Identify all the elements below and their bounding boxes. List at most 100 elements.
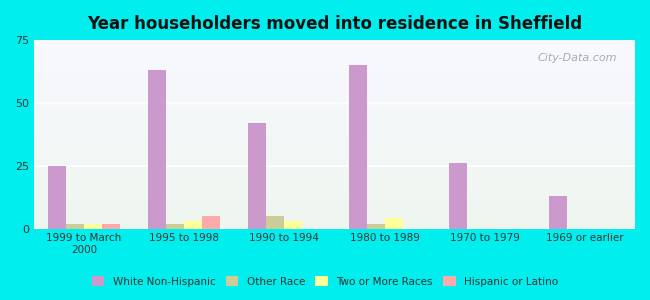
Bar [34, 116, 635, 117]
Bar [34, 193, 635, 195]
Bar [549, 196, 567, 229]
Bar [34, 78, 635, 80]
Bar [34, 157, 635, 159]
Bar [34, 168, 635, 170]
Bar [34, 208, 635, 210]
Bar [285, 221, 302, 229]
Bar [34, 121, 635, 123]
Bar [34, 176, 635, 178]
Bar [34, 153, 635, 155]
Bar [34, 149, 635, 151]
Bar [34, 219, 635, 221]
Bar [34, 144, 635, 146]
Bar [34, 189, 635, 191]
Bar [34, 59, 635, 61]
Bar [34, 74, 635, 76]
Bar [34, 151, 635, 153]
Bar [34, 48, 635, 50]
Bar [34, 227, 635, 229]
Bar [34, 223, 635, 225]
Bar [34, 85, 635, 87]
Bar [34, 72, 635, 74]
Bar [34, 67, 635, 68]
Bar [34, 217, 635, 219]
Bar [448, 163, 467, 229]
Bar [34, 63, 635, 64]
Bar [34, 132, 635, 134]
Bar [34, 55, 635, 57]
Bar [34, 140, 635, 142]
Bar [34, 98, 635, 101]
Bar [34, 89, 635, 91]
Bar [34, 53, 635, 55]
Bar [34, 198, 635, 200]
Bar [34, 100, 635, 102]
Bar [184, 221, 202, 229]
Bar [34, 46, 635, 48]
Bar [34, 117, 635, 119]
Bar [34, 130, 635, 132]
Title: Year householders moved into residence in Sheffield: Year householders moved into residence i… [87, 15, 582, 33]
Bar [34, 106, 635, 108]
Bar [34, 125, 635, 127]
Bar [348, 65, 367, 229]
Bar [34, 76, 635, 78]
Bar [166, 224, 184, 229]
Bar [34, 102, 635, 104]
Bar [34, 167, 635, 168]
Bar [34, 138, 635, 140]
Bar [34, 148, 635, 149]
Bar [34, 93, 635, 95]
Bar [34, 195, 635, 197]
Bar [48, 166, 66, 229]
Bar [34, 68, 635, 70]
Bar [34, 159, 635, 161]
Bar [34, 179, 635, 182]
Bar [34, 64, 635, 67]
Bar [34, 61, 635, 63]
Bar [34, 51, 635, 53]
Bar [34, 83, 635, 85]
Bar [34, 108, 635, 110]
Bar [34, 82, 635, 83]
Bar [34, 187, 635, 189]
Bar [66, 224, 84, 229]
Text: City-Data.com: City-Data.com [538, 53, 617, 63]
Bar [34, 42, 635, 44]
Bar [34, 161, 635, 163]
Bar [34, 212, 635, 214]
Bar [84, 224, 102, 229]
Bar [34, 163, 635, 164]
Bar [34, 200, 635, 202]
Bar [34, 146, 635, 148]
Bar [34, 95, 635, 97]
Bar [34, 174, 635, 176]
Bar [34, 40, 635, 42]
Bar [34, 215, 635, 217]
Bar [202, 216, 220, 229]
Bar [34, 185, 635, 187]
Bar [34, 164, 635, 166]
Bar [34, 196, 635, 198]
Bar [34, 142, 635, 144]
Bar [34, 214, 635, 215]
Bar [34, 112, 635, 114]
Bar [266, 216, 285, 229]
Bar [34, 210, 635, 212]
Bar [34, 182, 635, 183]
Bar [34, 170, 635, 172]
Bar [34, 172, 635, 174]
Bar [34, 191, 635, 193]
Bar [34, 91, 635, 93]
Bar [34, 204, 635, 206]
Bar [34, 155, 635, 157]
Legend: White Non-Hispanic, Other Race, Two or More Races, Hispanic or Latino: White Non-Hispanic, Other Race, Two or M… [86, 271, 564, 292]
Bar [148, 70, 166, 229]
Bar [367, 224, 385, 229]
Bar [34, 114, 635, 116]
Bar [34, 110, 635, 112]
Bar [34, 50, 635, 51]
Bar [34, 206, 635, 208]
Bar [34, 80, 635, 82]
Bar [34, 70, 635, 72]
